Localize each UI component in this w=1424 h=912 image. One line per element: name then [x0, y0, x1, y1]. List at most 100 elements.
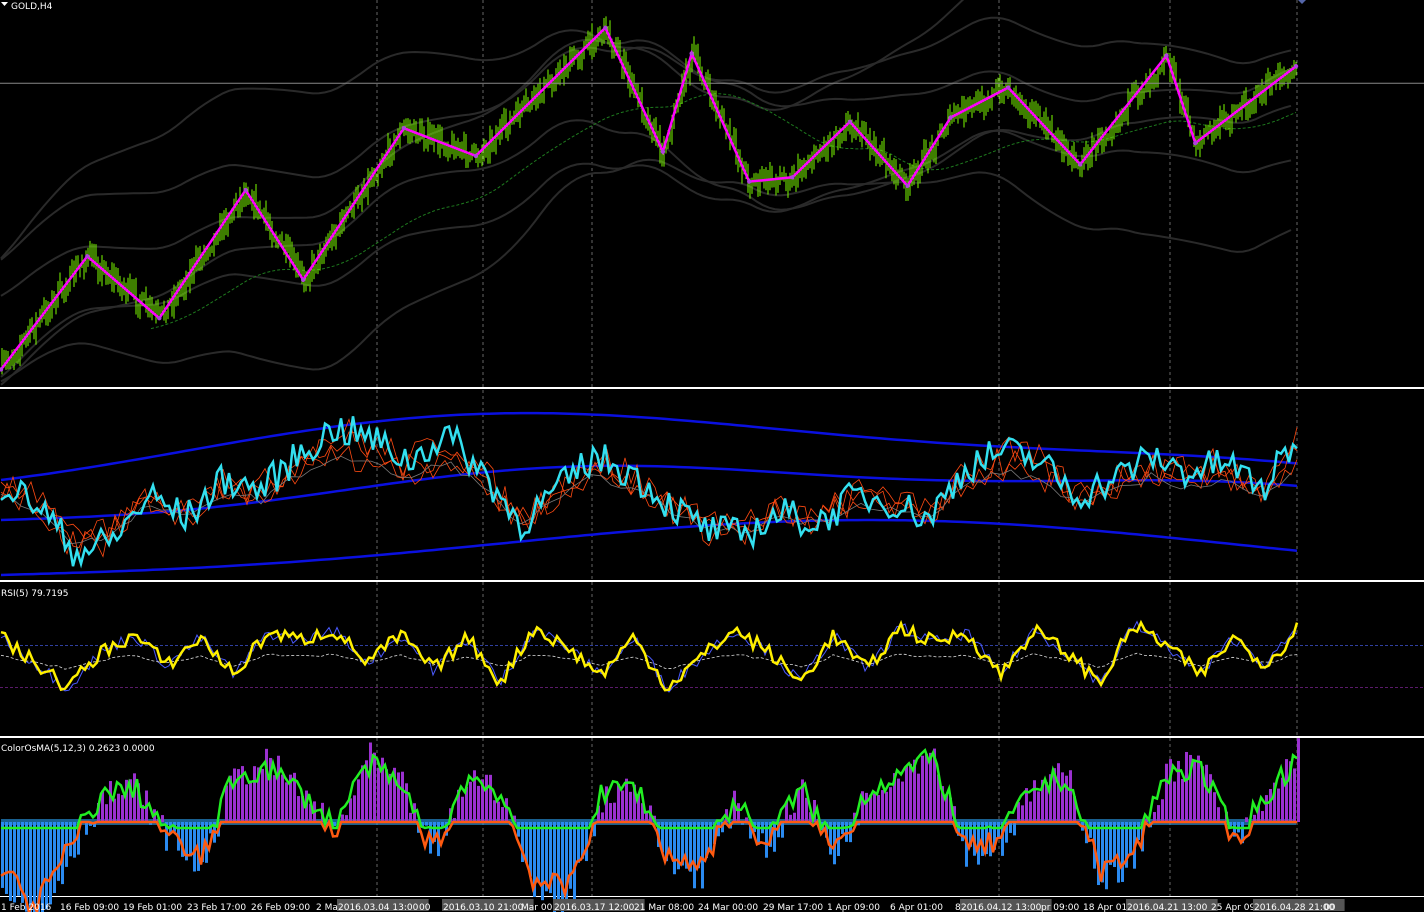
osma-bar — [1077, 820, 1080, 822]
osma-bar — [1021, 805, 1024, 822]
osma-bar — [1177, 760, 1180, 822]
osma-bar — [1169, 759, 1172, 822]
triangle-down-icon[interactable] — [1, 2, 8, 6]
time-axis-label: 2016.04.21 13:00 — [1127, 903, 1208, 912]
osma-bar — [233, 768, 236, 822]
osma-bar — [953, 806, 956, 822]
time-axis: 1 Feb 2016 16 Feb 09:00 19 Feb 01:00 23 Feb… — [1, 899, 1345, 912]
stochastic-panel[interactable] — [0, 411, 1298, 577]
osma-bar — [929, 752, 932, 822]
osma-bar — [481, 779, 484, 822]
osma-bar — [993, 822, 996, 850]
osma-bar — [393, 767, 396, 822]
osma-bar — [97, 802, 100, 822]
osma-bar — [873, 793, 876, 822]
osma-bar — [601, 812, 604, 822]
osma-bar — [689, 822, 692, 872]
osma-bar — [133, 773, 136, 822]
osma-bar — [933, 748, 936, 822]
osma-bar — [489, 774, 492, 822]
osma-bar — [701, 822, 704, 889]
osma-bar — [1105, 822, 1108, 890]
osma-bar — [917, 773, 920, 822]
osma-bar — [505, 798, 508, 822]
osma-bar — [381, 757, 384, 822]
osma-lines — [0, 747, 1298, 912]
osma-bar — [765, 822, 768, 858]
rsi-main-line — [0, 619, 1299, 692]
osma-readout: ColorOsMA(5,12,3) 0.2623 0.0000 — [1, 744, 155, 754]
osma-bar — [533, 822, 536, 897]
time-axis-label-bg — [442, 899, 534, 911]
osma-bar — [1185, 751, 1188, 822]
candlesticks — [1, 16, 1297, 375]
osma-bar — [585, 822, 588, 862]
osma-bar — [693, 822, 696, 889]
osma-bar — [745, 817, 748, 822]
rsi-readout: RSI(5) 79.7195 — [1, 589, 68, 599]
osma-bar — [265, 748, 268, 822]
osma-bar — [277, 755, 280, 822]
osma-bar — [353, 795, 356, 822]
osma-bar — [977, 822, 980, 865]
osma-bar — [17, 822, 20, 896]
osma-bar — [541, 822, 544, 901]
osma-bar — [877, 795, 880, 822]
osma-bar — [409, 812, 412, 822]
osma-bar — [893, 773, 896, 822]
osma-bar — [465, 786, 468, 822]
osma-bar — [1245, 817, 1248, 822]
osma-bar — [781, 822, 784, 838]
osma-bar — [1097, 822, 1100, 886]
osma-bar — [997, 822, 1000, 840]
osma-bar — [881, 790, 884, 822]
osma-bar — [485, 774, 488, 822]
osma-bar — [457, 789, 460, 822]
stochastic-band-line — [0, 411, 1298, 482]
price-panel[interactable]: GOLD,H4 — [0, 0, 1424, 386]
scroll-marker-icon[interactable] — [1298, 0, 1306, 4]
osma-bar — [1037, 791, 1040, 822]
time-axis-label: Mar 00: — [521, 903, 555, 912]
osma-bar — [501, 807, 504, 822]
osma-panel[interactable]: ColorOsMA(5,12,3) 0.2623 0.0000 — [0, 738, 1300, 912]
zigzag-point — [905, 183, 910, 189]
osma-bar — [921, 755, 924, 822]
osma-bar — [1253, 814, 1256, 822]
osma-bar — [1009, 822, 1012, 833]
osma-bar — [253, 766, 256, 822]
osma-bar — [569, 822, 572, 889]
osma-bar — [129, 779, 132, 822]
osma-bar — [661, 822, 664, 853]
osma-bar — [1289, 761, 1292, 822]
zigzag-point — [157, 316, 162, 321]
osma-bar — [77, 822, 80, 855]
osma-bar — [365, 760, 368, 822]
osma-bar — [425, 822, 428, 826]
osma-bar — [1161, 799, 1164, 822]
osma-bar — [1257, 805, 1260, 822]
osma-bar — [185, 822, 188, 861]
rsi-panel[interactable]: RSI(5) 79.7195 — [0, 589, 1424, 693]
osma-bar — [681, 822, 684, 866]
osma-bar — [401, 771, 404, 822]
osma-bar — [469, 781, 472, 822]
osma-bar — [341, 814, 344, 822]
zigzag-point — [0, 367, 4, 372]
osma-bar — [45, 822, 48, 910]
osma-bar — [1053, 768, 1056, 822]
osma-bar — [33, 822, 36, 912]
osma-bar — [1029, 801, 1032, 822]
osma-bar — [1129, 822, 1132, 854]
time-axis-label: 25 Apr 09: — [1211, 903, 1258, 912]
time-axis-label-bg — [553, 899, 645, 911]
osma-bar — [605, 786, 608, 822]
osma-bar — [981, 822, 984, 856]
osma-bar — [1125, 822, 1128, 868]
osma-bar — [789, 814, 792, 822]
osma-bar — [9, 822, 12, 901]
osma-bar — [941, 786, 944, 822]
osma-fast-line — [1, 747, 1298, 832]
osma-bar — [241, 766, 244, 822]
